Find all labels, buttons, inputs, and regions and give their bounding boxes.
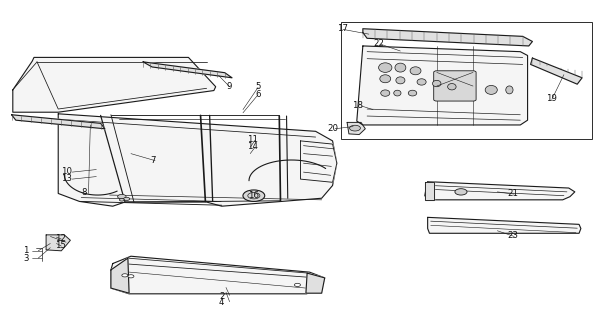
Circle shape xyxy=(294,283,300,286)
Ellipse shape xyxy=(381,90,390,96)
Text: 12: 12 xyxy=(55,234,66,243)
Circle shape xyxy=(124,197,130,200)
Text: 4: 4 xyxy=(219,298,225,307)
Circle shape xyxy=(350,125,361,131)
Text: 9: 9 xyxy=(227,82,232,91)
Polygon shape xyxy=(111,256,325,294)
Circle shape xyxy=(243,190,265,201)
Text: 20: 20 xyxy=(327,124,338,132)
Text: 16: 16 xyxy=(248,191,259,200)
Ellipse shape xyxy=(380,75,391,83)
Ellipse shape xyxy=(394,90,401,96)
Ellipse shape xyxy=(410,67,421,75)
Polygon shape xyxy=(428,217,581,233)
Text: 6: 6 xyxy=(256,90,261,99)
Text: 17: 17 xyxy=(337,24,348,33)
Text: 23: 23 xyxy=(507,231,518,240)
Ellipse shape xyxy=(506,86,513,94)
Ellipse shape xyxy=(447,84,456,90)
Text: 15: 15 xyxy=(55,241,66,250)
Ellipse shape xyxy=(409,90,417,96)
Polygon shape xyxy=(46,235,70,251)
Polygon shape xyxy=(347,123,365,134)
Polygon shape xyxy=(12,115,105,129)
Ellipse shape xyxy=(395,63,406,72)
Circle shape xyxy=(128,275,134,278)
Ellipse shape xyxy=(433,80,441,87)
Ellipse shape xyxy=(417,79,426,85)
Ellipse shape xyxy=(379,63,392,72)
Text: 13: 13 xyxy=(61,174,72,183)
Text: 3: 3 xyxy=(24,254,29,263)
Text: 10: 10 xyxy=(61,167,72,176)
Text: 7: 7 xyxy=(151,156,156,164)
Polygon shape xyxy=(13,57,215,112)
Text: 8: 8 xyxy=(81,188,87,197)
Text: 21: 21 xyxy=(507,189,518,198)
Text: 1: 1 xyxy=(24,246,29,255)
Circle shape xyxy=(122,274,128,277)
Polygon shape xyxy=(425,182,435,200)
Circle shape xyxy=(120,198,124,201)
FancyBboxPatch shape xyxy=(434,71,476,101)
Polygon shape xyxy=(143,62,232,78)
Text: 19: 19 xyxy=(546,94,557,103)
Text: 5: 5 xyxy=(256,82,261,91)
Text: 11: 11 xyxy=(246,135,257,144)
Ellipse shape xyxy=(485,85,497,94)
Polygon shape xyxy=(357,46,527,125)
Polygon shape xyxy=(58,114,337,206)
Circle shape xyxy=(118,195,126,199)
Text: 14: 14 xyxy=(246,142,257,151)
Polygon shape xyxy=(363,29,532,46)
Text: 2: 2 xyxy=(219,292,225,301)
Polygon shape xyxy=(531,58,582,84)
Text: 18: 18 xyxy=(353,101,364,110)
Polygon shape xyxy=(111,258,129,293)
Polygon shape xyxy=(306,273,325,293)
Polygon shape xyxy=(300,141,337,182)
Text: 22: 22 xyxy=(374,39,385,48)
Circle shape xyxy=(455,189,467,195)
Polygon shape xyxy=(425,182,575,200)
Ellipse shape xyxy=(396,77,405,84)
